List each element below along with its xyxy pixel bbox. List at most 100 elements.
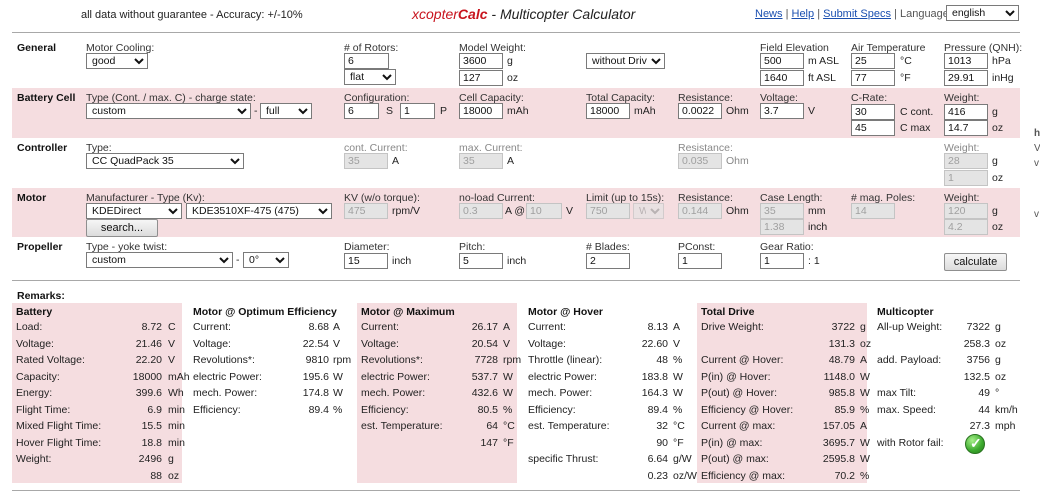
- result-unit: %: [673, 403, 683, 416]
- battery-resistance-unit: Ohm: [726, 105, 749, 117]
- config-s-input[interactable]: [344, 103, 379, 119]
- pitch-input[interactable]: [459, 253, 503, 269]
- battery-weight-g-unit: g: [992, 106, 998, 118]
- result-unit: W: [860, 370, 870, 383]
- motor-manufacturer-select[interactable]: KDEDirect: [86, 203, 182, 219]
- result-motor-maximum: Motor @ Maximum Current: 26.17 A Voltage: 20.…: [357, 303, 521, 483]
- pressure-inhg-unit: inHg: [992, 72, 1014, 84]
- cell-capacity-unit: mAh: [507, 105, 529, 117]
- result-unit: °F: [503, 436, 514, 449]
- model-weight-oz-input[interactable]: [459, 70, 503, 86]
- blades-input[interactable]: [586, 253, 630, 269]
- controller-weight-label: Weight:: [944, 142, 980, 154]
- motor-noload-v-input: [526, 203, 562, 219]
- diameter-label: Diameter:: [344, 241, 390, 253]
- result-unit: g/W: [673, 453, 692, 465]
- temp-c-input[interactable]: [851, 53, 895, 69]
- result-label: Weight:: [16, 453, 52, 465]
- motor-weight-label: Weight:: [944, 192, 980, 204]
- result-value: 21.46: [135, 337, 162, 350]
- result-unit: W: [860, 436, 870, 449]
- result-value: 174.8: [302, 387, 329, 399]
- motor-cooling-select[interactable]: good: [86, 53, 148, 69]
- result-unit: oz: [995, 370, 1007, 383]
- pconst-input[interactable]: [678, 253, 722, 269]
- motor-search-button[interactable]: search...: [86, 219, 158, 237]
- motor-kv-input: [344, 203, 388, 219]
- pressure-hpa-input[interactable]: [944, 53, 988, 69]
- config-p-input[interactable]: [400, 103, 435, 119]
- battery-resistance-input[interactable]: [678, 103, 722, 119]
- controller-type-select[interactable]: CC QuadPack 35: [86, 153, 244, 169]
- link-help[interactable]: Help: [791, 8, 815, 20]
- result-unit: min: [168, 436, 185, 449]
- yoke-twist-select[interactable]: 0°: [243, 252, 289, 268]
- result-label: Throttle (linear):: [528, 354, 603, 366]
- pressure-hpa-unit: hPa: [992, 55, 1011, 67]
- result-label: Energy:: [16, 387, 53, 399]
- pressure-inhg-input[interactable]: [944, 70, 988, 86]
- model-weight-g-input[interactable]: [459, 53, 503, 69]
- battery-title: Battery: [16, 306, 53, 318]
- motor-cooling-label: Motor Cooling:: [86, 42, 155, 54]
- result-label: Mixed Flight Time:: [16, 420, 102, 432]
- link-news[interactable]: News: [755, 8, 783, 20]
- case-length-in-input: [760, 219, 804, 235]
- battery-weight-g-input[interactable]: [944, 104, 988, 120]
- calculate-button[interactable]: calculate: [944, 253, 1007, 271]
- result-label: Voltage:: [16, 337, 54, 350]
- result-label: Voltage:: [361, 337, 399, 350]
- result-label: est. Temperature:: [528, 420, 610, 432]
- result-value: 8.72: [141, 321, 162, 333]
- result-value: 88: [150, 469, 162, 482]
- battery-type-select[interactable]: custom: [86, 103, 251, 119]
- result-label: Current:: [193, 321, 231, 333]
- temp-c-unit: °C: [900, 55, 912, 67]
- result-unit: A: [860, 420, 868, 432]
- result-value: 89.4: [308, 403, 329, 416]
- result-label: Revolutions*:: [361, 354, 423, 366]
- result-value: 8.68: [308, 321, 329, 333]
- section-controller: Controller: [17, 142, 68, 154]
- language-select[interactable]: english: [946, 5, 1019, 21]
- result-label: electric Power:: [361, 370, 430, 383]
- case-length-label: Case Length:: [760, 192, 823, 204]
- result-value: 537.7: [471, 370, 498, 383]
- result-unit: g: [995, 321, 1001, 333]
- result-unit: V: [673, 337, 681, 350]
- c-rate-max-input[interactable]: [851, 120, 895, 136]
- elevation-ft-input[interactable]: [760, 70, 804, 86]
- case-length-mm-unit: mm: [808, 205, 826, 217]
- result-unit: km/h: [995, 403, 1018, 416]
- rotors-input[interactable]: [344, 53, 389, 69]
- result-value: 3722: [831, 321, 855, 333]
- drive-select[interactable]: without Drive: [586, 53, 665, 69]
- charge-state-select[interactable]: full: [260, 103, 312, 119]
- c-rate-cont-input[interactable]: [851, 104, 895, 120]
- result-unit: A: [673, 321, 681, 333]
- controller-weight-oz-unit: oz: [992, 172, 1004, 184]
- propeller-type-select[interactable]: custom: [86, 252, 233, 268]
- frame-select[interactable]: flat: [344, 69, 396, 85]
- result-value: 1148.0: [823, 370, 855, 383]
- gear-ratio-input[interactable]: [760, 253, 804, 269]
- battery-weight-oz-input[interactable]: [944, 120, 988, 136]
- result-unit: rpm: [503, 354, 522, 366]
- elevation-m-input[interactable]: [760, 53, 804, 69]
- result-value: 27.3: [969, 420, 990, 432]
- motor-type-select[interactable]: KDE3510XF-475 (475): [186, 203, 332, 219]
- results-divider: [12, 280, 1020, 281]
- case-length-mm-input: [760, 203, 804, 219]
- diameter-input[interactable]: [344, 253, 388, 269]
- result-unit: %: [860, 469, 870, 482]
- result-label: Hover Flight Time:: [16, 436, 102, 449]
- link-submit-specs[interactable]: Submit Specs: [823, 8, 891, 20]
- result-value: 157.05: [822, 420, 855, 432]
- result-unit: oz: [995, 337, 1007, 350]
- battery-voltage-input[interactable]: [760, 103, 804, 119]
- cell-capacity-input[interactable]: [459, 103, 503, 119]
- result-label: Current @ Hover:: [701, 354, 784, 366]
- section-propeller: Propeller: [17, 241, 63, 253]
- total-capacity-input[interactable]: [586, 103, 630, 119]
- temp-f-input[interactable]: [851, 70, 895, 86]
